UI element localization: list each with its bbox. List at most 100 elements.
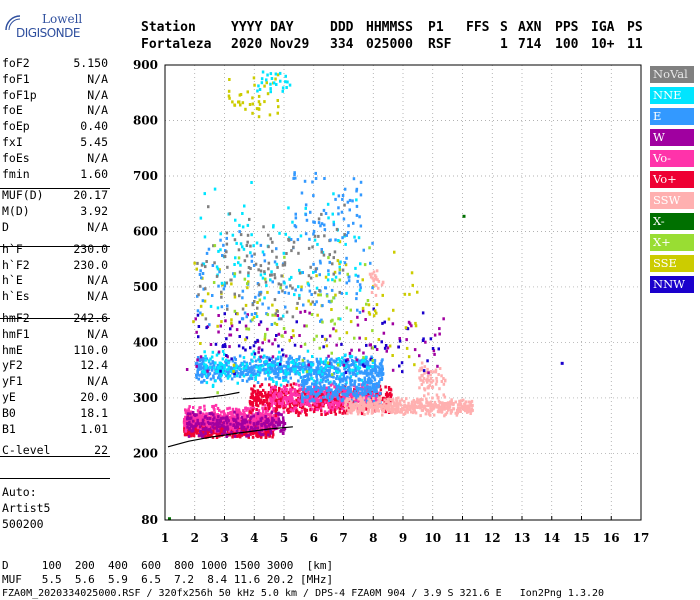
- echo-point: [305, 389, 308, 393]
- echo-point: [222, 243, 225, 247]
- echo-point: [241, 296, 244, 300]
- echo-point: [289, 393, 293, 396]
- echo-point: [431, 347, 435, 350]
- echo-point: [343, 203, 346, 207]
- echo-point: [268, 358, 271, 362]
- echo-point: [273, 409, 276, 413]
- echo-point: [421, 398, 424, 402]
- echo-point: [204, 317, 208, 321]
- echo-point: [426, 409, 429, 413]
- echo-point: [284, 403, 288, 407]
- echo-point: [188, 405, 191, 409]
- echo-point: [438, 387, 441, 391]
- echo-point: [397, 402, 401, 406]
- echo-point: [271, 369, 274, 373]
- echo-point: [352, 400, 355, 404]
- echo-point: [254, 426, 257, 430]
- echo-point: [432, 405, 435, 409]
- echo-point: [264, 360, 267, 364]
- echo-point: [369, 400, 372, 404]
- echo-point: [187, 410, 191, 414]
- echo-point: [332, 381, 335, 385]
- echo-point: [315, 366, 319, 370]
- echo-point: [304, 408, 308, 412]
- echo-point: [349, 375, 353, 379]
- echo-point: [204, 428, 207, 432]
- echo-point: [225, 281, 228, 285]
- echo-point: [333, 367, 336, 371]
- param-row: h`Es N/A: [2, 289, 108, 305]
- echo-point: [338, 375, 342, 379]
- echo-point: [430, 404, 434, 408]
- echo-point: [357, 395, 360, 398]
- echo-point: [341, 361, 344, 365]
- echo-point: [275, 408, 279, 412]
- echo-point: [284, 405, 287, 409]
- echo-point: [378, 369, 381, 373]
- echo-point: [247, 271, 250, 275]
- echo-point: [270, 420, 274, 424]
- echo-point: [320, 360, 323, 364]
- param-row: fmin 1.60: [2, 167, 108, 183]
- echo-point: [217, 433, 221, 436]
- echo-point: [445, 406, 448, 410]
- echo-point: [305, 382, 308, 386]
- echo-point: [462, 408, 465, 411]
- echo-point: [411, 411, 415, 415]
- echo-point: [381, 413, 384, 417]
- echo-point: [383, 398, 386, 402]
- echo-point: [251, 391, 255, 395]
- echo-point: [200, 358, 203, 362]
- echo-point: [378, 366, 381, 370]
- echo-point: [279, 402, 282, 405]
- echo-point: [261, 250, 265, 254]
- echo-point: [186, 417, 189, 421]
- echo-point: [363, 371, 367, 375]
- echo-point: [224, 418, 228, 422]
- echo-point: [327, 364, 331, 367]
- echo-point: [321, 380, 324, 384]
- echo-point: [214, 403, 218, 407]
- echo-point: [372, 397, 375, 400]
- echo-point: [340, 377, 344, 381]
- echo-point: [444, 379, 447, 383]
- echo-point: [226, 407, 229, 411]
- echo-point: [212, 418, 215, 422]
- echo-point: [375, 348, 379, 351]
- echo-point: [304, 410, 307, 414]
- echo-point: [272, 433, 275, 437]
- echo-point: [242, 369, 246, 372]
- echo-point: [218, 270, 221, 274]
- echo-point: [389, 388, 393, 392]
- echo-point: [239, 263, 242, 267]
- hdr-label-p1: P1: [428, 20, 444, 35]
- echo-point: [354, 395, 357, 399]
- echo-point: [279, 391, 282, 395]
- echo-point: [385, 404, 389, 408]
- echo-point: [291, 315, 295, 319]
- echo-point: [429, 406, 432, 410]
- echo-point: [249, 244, 252, 248]
- echo-point: [193, 413, 196, 417]
- echo-point: [270, 404, 273, 408]
- echo-point: [272, 380, 275, 383]
- param-name: yF1: [2, 374, 23, 389]
- echo-point: [421, 379, 425, 383]
- echo-point: [245, 315, 248, 319]
- echo-point: [253, 417, 257, 421]
- echo-point: [325, 294, 329, 298]
- echo-point: [305, 395, 309, 399]
- echo-point: [212, 404, 215, 408]
- echo-point: [254, 262, 258, 266]
- echo-point: [249, 420, 252, 424]
- echo-point: [318, 273, 321, 277]
- echo-point: [307, 299, 310, 303]
- echo-point: [254, 421, 257, 424]
- echo-point: [366, 401, 370, 405]
- echo-point: [309, 390, 313, 394]
- echo-point: [276, 373, 280, 377]
- echo-point: [397, 407, 400, 411]
- echo-point: [388, 393, 391, 397]
- echo-point: [307, 393, 310, 397]
- echo-point: [252, 316, 256, 320]
